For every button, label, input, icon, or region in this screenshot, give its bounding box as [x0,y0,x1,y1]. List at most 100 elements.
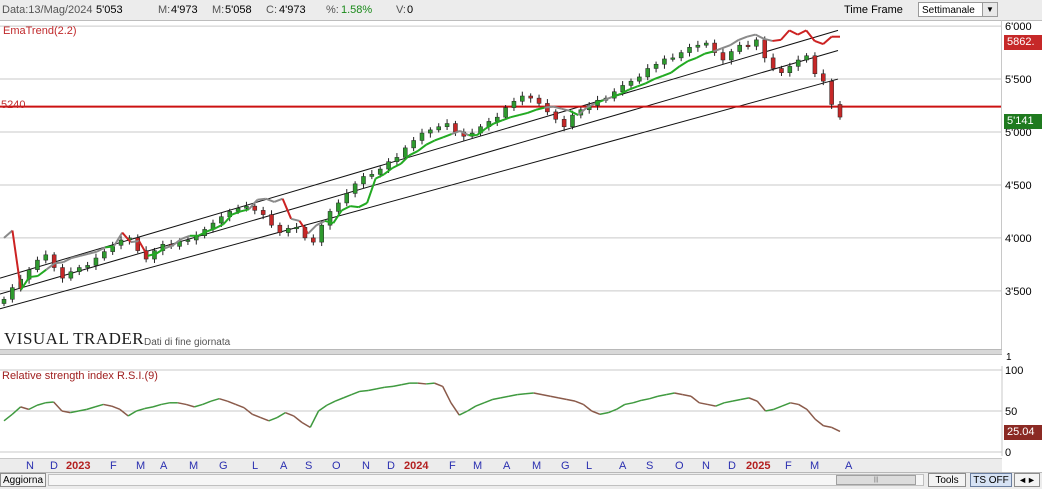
candle-body [645,68,650,78]
candle-body [85,265,90,268]
rsi-segment [309,410,320,428]
horizontal-scrollbar[interactable] [48,474,924,486]
tools-button[interactable]: Tools [928,473,966,487]
level-label: 5240 [1,99,26,111]
month-label: G [219,460,228,472]
ema-segment [484,122,495,130]
rsi-segment [748,397,758,402]
ema-segment [425,139,436,146]
ema-segment [54,261,64,265]
rsi-segment [376,386,385,390]
rsi-segment [533,392,543,396]
ema-segment [290,217,300,222]
rsi-segment [723,400,733,404]
month-label: A [619,460,627,472]
rsi-segment [3,413,13,422]
quote-open-value: 5'053 [96,4,123,16]
candle-body [118,239,124,246]
ema-segment [653,74,664,80]
rsi-segment [483,398,493,404]
rsi-segment [541,393,551,397]
ema-segment [611,92,621,98]
rsi-segment [492,397,501,401]
rsi-segment [11,406,22,415]
rsi-segment [582,403,593,412]
candle-body [712,42,717,53]
rsi-segment [641,397,650,402]
ema-segment [577,106,588,116]
refresh-button[interactable]: Aggiorna [0,473,46,487]
quote-max-label: M: [158,4,171,16]
rsi-segment [624,402,634,406]
ema-segment [105,245,114,249]
month-label: A [280,460,288,472]
candle-body [1,299,7,304]
rsi-segment [790,402,799,406]
ema-segment [797,29,807,36]
rsi-segment [773,405,783,411]
scrollbar-thumb[interactable]: ||| [836,475,916,485]
rsi-segment [558,397,567,401]
rsi-indicator-label: Relative strength index R.S.I.(9) [2,370,158,382]
candle-body [570,114,575,127]
price-panel-frame [0,20,1002,350]
rsi-segment [185,403,195,408]
ema-segment [315,220,326,227]
rsi-segment [458,410,468,416]
ema-segment [350,205,359,209]
navigate-arrows-button[interactable]: ◄► [1014,473,1040,487]
candle-body [244,205,249,209]
month-label: M [473,460,483,472]
candle-body [352,183,358,194]
rsi-segment [740,397,750,401]
time-frame-label: Time Frame [844,4,903,16]
rsi-segment [343,393,352,399]
ema-segment [197,230,208,237]
candle-body [637,76,642,82]
candle-body [678,52,684,59]
rsi-segment [831,426,841,433]
ema-segment [628,85,638,91]
ema-segment [788,29,799,36]
ema-segment [222,213,233,225]
ema-segment [155,247,165,255]
candle-body [737,44,742,52]
ema-segment [561,107,571,112]
ema-segment [366,178,377,204]
ema-segment [695,52,706,59]
candle-body [553,111,559,120]
rsi-series [3,382,841,433]
quote-toolbar [0,0,1042,21]
quote-vol-label: V: [396,4,406,16]
rsi-segment [252,413,261,419]
ema-segment [358,202,368,209]
chevron-down-icon[interactable]: ▼ [982,2,998,17]
month-label: L [586,460,593,472]
candle-body [419,132,425,141]
candle-body [779,68,784,73]
ema-segment [442,133,452,139]
candle-body [411,140,416,149]
rsi-segment [649,395,659,400]
ema-segment [408,150,419,157]
ema-segment [257,197,266,201]
ema-segment [451,130,461,136]
rsi-segment [566,398,576,402]
ema-segment [780,29,791,41]
year-label: 2024 [404,460,429,472]
price-tick-label: 5'500 [1005,74,1032,86]
ema-segment [400,154,411,165]
ts-off-button[interactable]: TS OFF [970,473,1012,487]
rsi-segment [467,405,477,412]
candle-body [754,39,759,47]
rsi-segment [351,390,361,396]
ema-segment [265,197,275,203]
ema-segment [248,199,259,210]
panel-splitter[interactable] [0,349,1002,355]
candle-body [185,239,191,242]
rsi-segment [144,406,154,410]
candle-body [319,224,324,243]
ema-segment [712,47,723,53]
ema-segment [434,136,444,142]
candle-body [787,66,793,73]
